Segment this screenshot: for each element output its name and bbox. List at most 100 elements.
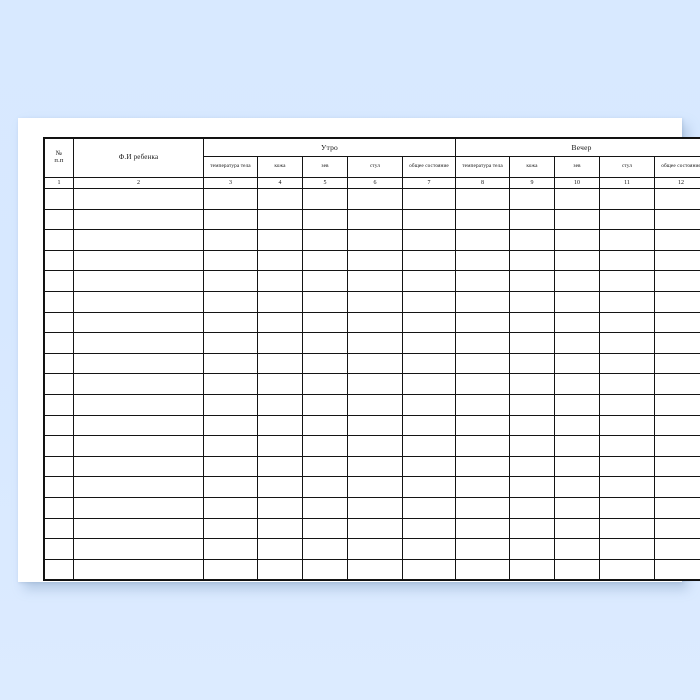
table-cell[interactable]: [347, 229, 403, 251]
table-cell[interactable]: [599, 229, 656, 251]
table-cell[interactable]: [44, 290, 74, 313]
table-cell[interactable]: [257, 496, 303, 519]
table-cell[interactable]: [401, 290, 457, 313]
table-cell[interactable]: [73, 414, 204, 437]
table-cell[interactable]: [455, 229, 511, 251]
table-cell[interactable]: [599, 311, 656, 334]
table-cell[interactable]: [455, 517, 511, 540]
table-cell[interactable]: [302, 229, 348, 251]
table-cell[interactable]: [302, 249, 348, 272]
table-cell[interactable]: [509, 476, 556, 498]
table-cell[interactable]: [509, 188, 556, 210]
table-cell[interactable]: [599, 332, 656, 354]
table-cell[interactable]: [347, 496, 403, 519]
table-cell[interactable]: [347, 517, 403, 540]
table-cell[interactable]: [44, 229, 74, 251]
table-cell[interactable]: [509, 414, 556, 437]
table-cell[interactable]: [257, 393, 303, 416]
table-cell[interactable]: [203, 188, 258, 210]
table-cell[interactable]: [347, 373, 403, 395]
table-cell[interactable]: [73, 373, 204, 395]
table-cell[interactable]: [347, 435, 403, 457]
table-cell[interactable]: [554, 188, 601, 210]
table-cell[interactable]: [654, 229, 700, 251]
table-cell[interactable]: [302, 538, 348, 560]
table-cell[interactable]: [401, 270, 457, 292]
table-cell[interactable]: [73, 393, 204, 416]
table-cell[interactable]: [455, 188, 511, 210]
table-cell[interactable]: [44, 311, 74, 334]
table-cell[interactable]: [401, 435, 457, 457]
table-cell[interactable]: [554, 332, 601, 354]
table-cell[interactable]: [73, 208, 204, 231]
table-cell[interactable]: [73, 332, 204, 354]
table-cell[interactable]: [302, 311, 348, 334]
table-cell[interactable]: [347, 290, 403, 313]
table-cell[interactable]: [302, 373, 348, 395]
table-cell[interactable]: [73, 517, 204, 540]
table-cell[interactable]: [73, 249, 204, 272]
table-cell[interactable]: [302, 414, 348, 437]
table-cell[interactable]: [401, 249, 457, 272]
table-cell[interactable]: [302, 352, 348, 375]
table-cell[interactable]: [599, 208, 656, 231]
table-cell[interactable]: [455, 476, 511, 498]
table-cell[interactable]: [599, 538, 656, 560]
table-cell[interactable]: [302, 517, 348, 540]
table-cell[interactable]: [257, 332, 303, 354]
table-cell[interactable]: [455, 496, 511, 519]
table-cell[interactable]: [203, 496, 258, 519]
table-cell[interactable]: [257, 311, 303, 334]
table-cell[interactable]: [203, 270, 258, 292]
table-cell[interactable]: [654, 270, 700, 292]
table-cell[interactable]: [599, 558, 656, 581]
table-cell[interactable]: [257, 249, 303, 272]
table-cell[interactable]: [554, 249, 601, 272]
table-cell[interactable]: [347, 352, 403, 375]
table-cell[interactable]: [203, 311, 258, 334]
table-cell[interactable]: [203, 455, 258, 478]
table-cell[interactable]: [73, 435, 204, 457]
table-cell[interactable]: [509, 538, 556, 560]
table-cell[interactable]: [257, 538, 303, 560]
table-cell[interactable]: [257, 558, 303, 581]
table-cell[interactable]: [257, 229, 303, 251]
table-cell[interactable]: [509, 373, 556, 395]
table-cell[interactable]: [455, 393, 511, 416]
table-cell[interactable]: [347, 332, 403, 354]
table-cell[interactable]: [554, 538, 601, 560]
table-cell[interactable]: [347, 414, 403, 437]
table-cell[interactable]: [554, 352, 601, 375]
table-cell[interactable]: [73, 229, 204, 251]
table-cell[interactable]: [654, 373, 700, 395]
table-cell[interactable]: [599, 249, 656, 272]
table-cell[interactable]: [302, 558, 348, 581]
table-cell[interactable]: [509, 332, 556, 354]
table-cell[interactable]: [44, 208, 74, 231]
table-cell[interactable]: [203, 352, 258, 375]
table-cell[interactable]: [455, 332, 511, 354]
table-cell[interactable]: [554, 517, 601, 540]
table-cell[interactable]: [347, 558, 403, 581]
table-cell[interactable]: [401, 352, 457, 375]
table-cell[interactable]: [599, 352, 656, 375]
table-cell[interactable]: [554, 476, 601, 498]
table-cell[interactable]: [401, 373, 457, 395]
table-cell[interactable]: [302, 476, 348, 498]
table-cell[interactable]: [654, 393, 700, 416]
table-cell[interactable]: [203, 208, 258, 231]
table-cell[interactable]: [599, 393, 656, 416]
table-cell[interactable]: [455, 414, 511, 437]
table-cell[interactable]: [347, 476, 403, 498]
table-cell[interactable]: [203, 414, 258, 437]
table-cell[interactable]: [347, 393, 403, 416]
table-cell[interactable]: [401, 476, 457, 498]
table-cell[interactable]: [73, 538, 204, 560]
table-cell[interactable]: [257, 188, 303, 210]
table-cell[interactable]: [302, 435, 348, 457]
table-cell[interactable]: [509, 290, 556, 313]
table-cell[interactable]: [401, 332, 457, 354]
table-cell[interactable]: [509, 270, 556, 292]
table-cell[interactable]: [599, 373, 656, 395]
table-cell[interactable]: [509, 455, 556, 478]
